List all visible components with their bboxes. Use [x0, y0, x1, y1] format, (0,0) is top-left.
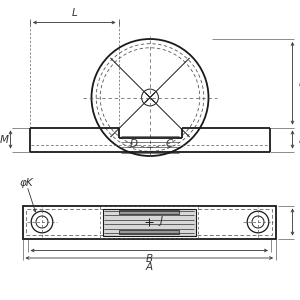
- Bar: [22, 206, 276, 239]
- Text: M: M: [0, 134, 9, 145]
- Circle shape: [247, 211, 269, 233]
- Text: B: B: [146, 254, 153, 264]
- Text: φK: φK: [20, 178, 33, 188]
- Bar: [26, 209, 272, 235]
- Text: E: E: [299, 134, 300, 145]
- Bar: [119, 230, 179, 234]
- Text: A: A: [146, 262, 153, 272]
- Text: J: J: [160, 215, 163, 226]
- Text: F: F: [299, 78, 300, 88]
- Text: C: C: [166, 139, 173, 149]
- Bar: [100, 206, 198, 238]
- Bar: [103, 208, 196, 236]
- Bar: [119, 210, 179, 214]
- Circle shape: [31, 211, 53, 233]
- Text: L: L: [71, 8, 77, 18]
- Text: G: G: [299, 217, 300, 227]
- Text: D: D: [130, 139, 137, 149]
